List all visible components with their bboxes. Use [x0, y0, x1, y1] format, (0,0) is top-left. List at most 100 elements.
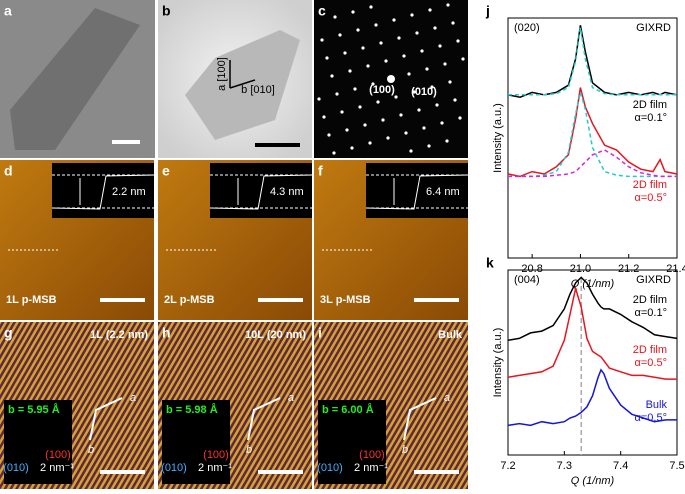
spot: [448, 80, 452, 84]
spot: [343, 51, 347, 55]
panel-label: d: [4, 163, 13, 179]
spot: [427, 144, 431, 148]
scale-bar: [258, 298, 303, 302]
spot: [327, 133, 331, 137]
step-height: 6.4 nm: [426, 186, 460, 198]
series-condition: α=0.5°: [635, 357, 667, 369]
scale-bar: [255, 143, 300, 147]
spot: [368, 141, 372, 145]
spot: [409, 149, 413, 153]
axis-arrows: [89, 397, 123, 441]
series-line: [507, 87, 678, 178]
y-axis-label: Intensity (a.u.): [492, 328, 504, 398]
scale-label: 2 nm⁻¹: [40, 462, 74, 474]
spot: [379, 41, 383, 45]
spot: [407, 72, 411, 76]
spot-label: (100): [359, 449, 385, 461]
fft-inset: [318, 400, 386, 484]
panel-label: b: [162, 3, 171, 19]
spot: [363, 123, 367, 127]
step-height: 2.2 nm: [112, 186, 146, 198]
scale-bar: [414, 470, 459, 474]
axis-arrows: [247, 397, 281, 441]
spot: [387, 75, 395, 83]
spot: [348, 69, 352, 73]
spot: [446, 3, 450, 7]
spot: [404, 131, 408, 135]
spot: [433, 26, 437, 30]
scale-bar: [414, 298, 459, 302]
spot: [371, 82, 375, 86]
spot: [412, 90, 416, 94]
spot: [458, 116, 462, 120]
x-axis-label: Q (1/nm): [571, 475, 615, 487]
panel-label: f: [318, 163, 323, 179]
series-name: 2D film: [633, 294, 667, 306]
spot: [325, 56, 329, 60]
axis-arrow: [229, 79, 256, 89]
sample-title: 1L (2.2 nm): [90, 329, 148, 341]
spot: [350, 146, 354, 150]
scale-bar: [100, 298, 145, 302]
axis-label: a: [288, 392, 294, 404]
spot: [376, 100, 380, 104]
x-tick-label: 7.4: [613, 460, 628, 472]
spot: [351, 10, 355, 14]
plot-frame: [507, 17, 678, 259]
sample-label: 2L p-MSB: [164, 294, 215, 306]
spot-label: (010): [161, 462, 187, 474]
axis-label: a: [444, 392, 450, 404]
plot-frame: [507, 269, 678, 456]
spot: [420, 49, 424, 53]
spot-label: (010): [411, 86, 437, 98]
x-tick-label: 21.0: [570, 263, 591, 275]
sample-label: 3L p-MSB: [320, 294, 371, 306]
spot: [340, 110, 344, 114]
charts: j (020) GIXRD Q (1/nm) Intensity (a.u.) 20.8 2…: [485, 3, 685, 487]
spot: [320, 38, 324, 42]
fft-inset: [4, 400, 72, 484]
series-line: [508, 27, 677, 96]
sample-title: 10L (20 nm): [245, 329, 306, 341]
spot: [333, 15, 337, 19]
spot: [317, 97, 321, 101]
series-line: [507, 25, 678, 98]
x-tick-label: 7.2: [500, 460, 515, 472]
spot: [392, 18, 396, 22]
spot: [332, 151, 336, 155]
series-line: [508, 149, 677, 178]
spot: [422, 126, 426, 130]
panel-label: c: [318, 3, 326, 19]
spot: [443, 62, 447, 66]
series-condition: α=0.5°: [635, 192, 667, 204]
annotation: (004): [514, 274, 540, 286]
spot: [381, 118, 385, 122]
spot: [384, 59, 388, 63]
spot: [451, 21, 455, 25]
b-value: b = 5.98 Å: [166, 403, 218, 416]
spot: [353, 87, 357, 91]
spot: [366, 64, 370, 68]
series-line: [507, 368, 677, 427]
row-1: a [100] b [010] (100) (010): [0, 0, 468, 158]
spot: [374, 23, 378, 27]
series-line: [507, 276, 678, 342]
spot: [425, 67, 429, 71]
axis-arrows: [403, 397, 437, 441]
flake: [10, 8, 140, 150]
scale-label: 2 nm⁻¹: [198, 462, 232, 474]
spot: [440, 121, 444, 125]
spot: [428, 8, 432, 12]
x-axis-label: Q (1/nm): [571, 278, 615, 290]
spot: [461, 57, 465, 61]
spot: [361, 46, 365, 50]
x-tick-label: 21.4: [666, 263, 685, 275]
panel-label: i: [318, 325, 322, 341]
axis-label: b: [88, 444, 94, 456]
spot: [356, 28, 360, 32]
x-tick-label: 20.8: [521, 263, 542, 275]
series-line: [508, 92, 677, 178]
spot: [358, 105, 362, 109]
